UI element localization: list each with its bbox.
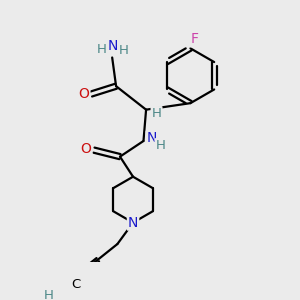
Text: H: H [96, 43, 106, 56]
Text: O: O [79, 87, 89, 101]
Text: C: C [71, 278, 80, 291]
Text: N: N [107, 39, 118, 53]
Text: F: F [190, 32, 198, 46]
Text: H: H [152, 107, 161, 120]
Text: O: O [81, 142, 92, 156]
Text: H: H [44, 290, 54, 300]
Text: N: N [147, 131, 157, 146]
Text: N: N [128, 216, 138, 230]
Text: H: H [155, 139, 165, 152]
Text: H: H [119, 44, 129, 58]
